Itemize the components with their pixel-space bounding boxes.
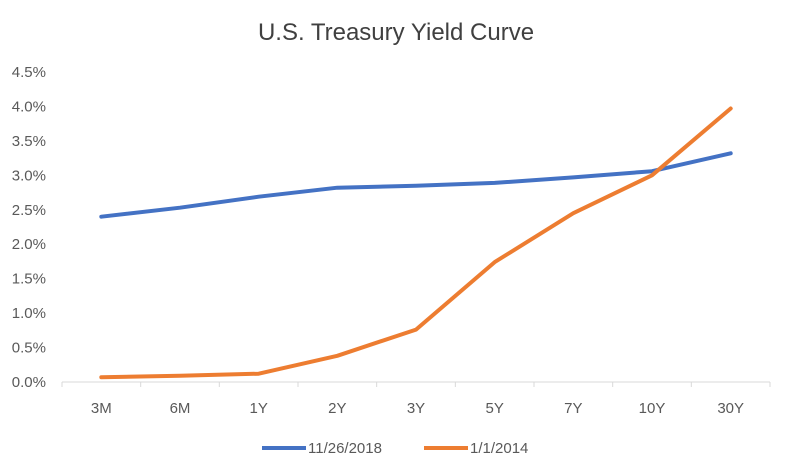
y-tick-label: 4.0%: [12, 98, 46, 115]
x-tick-label: 10Y: [639, 400, 666, 417]
y-tick-label: 2.0%: [12, 236, 46, 253]
series-line: [99, 106, 733, 380]
legend-label: 11/26/2018: [308, 440, 382, 457]
chart-title: U.S. Treasury Yield Curve: [258, 19, 534, 46]
y-tick-label: 1.5%: [12, 271, 46, 288]
y-tick-label: 0.0%: [12, 374, 46, 391]
y-axis: 0.0% 0.5% 1.0% 1.5% 2.0% 2.5% 3.0% 3.5% 4.0% 4.5%: [12, 64, 46, 391]
y-tick-label: 0.5%: [12, 340, 46, 357]
x-tick-label: 3M: [91, 400, 112, 417]
y-tick-label: 2.5%: [12, 202, 46, 219]
legend-label: 1/1/2014: [470, 440, 528, 457]
series-line: [99, 151, 733, 219]
y-tick-label: 1.0%: [12, 305, 46, 322]
y-tick-label: 4.5%: [12, 64, 46, 81]
x-axis: 3M 6M 1Y 2Y 3Y 5Y 7Y 10Y 30Y: [61, 382, 771, 417]
x-tick-label: 2Y: [328, 400, 346, 417]
y-tick-label: 3.5%: [12, 133, 46, 150]
y-tick-label: 3.0%: [12, 167, 46, 184]
x-tick-label: 3Y: [407, 400, 425, 417]
legend: 11/26/2018 1/1/2014: [262, 440, 528, 457]
x-tick-label: 7Y: [564, 400, 582, 417]
x-tick-label: 1Y: [249, 400, 267, 417]
x-tick-label: 5Y: [485, 400, 503, 417]
x-tick-label: 6M: [170, 400, 191, 417]
series-lines: [99, 106, 733, 380]
x-tick-label: 30Y: [717, 400, 744, 417]
